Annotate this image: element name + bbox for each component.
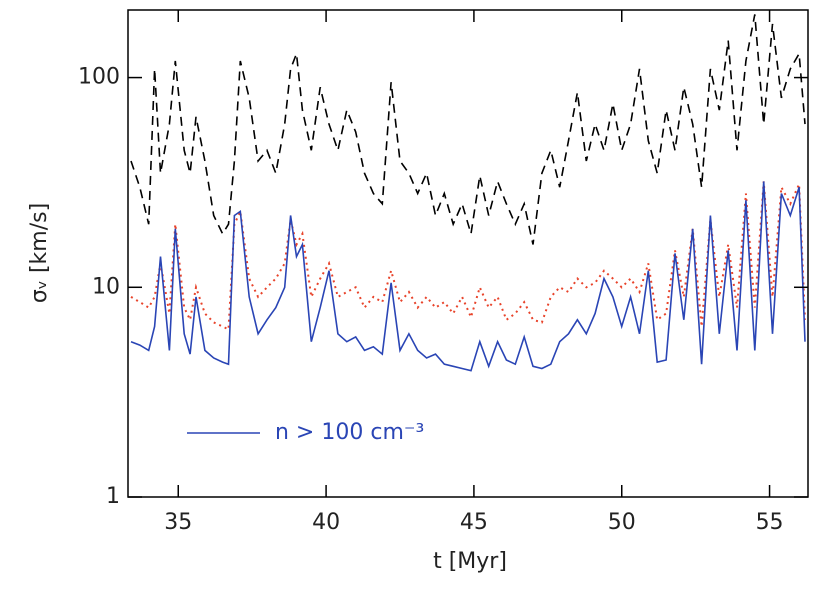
series-line [130,181,806,372]
y-tick-label: 1 [106,484,120,509]
y-tick-label: 100 [78,65,120,90]
x-tick-label: 35 [164,510,192,535]
y-tick-label: 10 [92,274,120,299]
series-line [130,14,806,245]
legend-label: n > 100 cm⁻³ [275,420,424,445]
x-tick-label: 50 [608,510,636,535]
plot-frame [127,9,809,498]
x-axis-label: t [Myr] [433,549,507,574]
x-tick-label: 45 [460,510,488,535]
x-tick-label: 55 [756,510,784,535]
x-tick-label: 40 [312,510,340,535]
y-axis-label: σᵥ [km/s] [27,203,52,303]
